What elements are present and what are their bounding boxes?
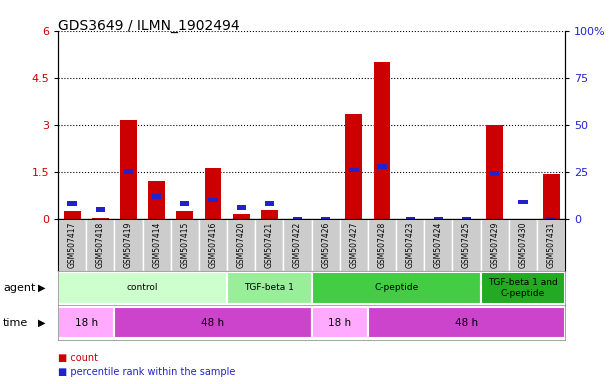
Bar	[321, 217, 331, 221]
Text: GSM507415: GSM507415	[180, 222, 189, 268]
Text: GSM507414: GSM507414	[152, 222, 161, 268]
Bar	[537, 219, 565, 271]
Text: C-peptide: C-peptide	[374, 283, 419, 293]
Bar	[368, 219, 396, 271]
Text: GSM507430: GSM507430	[518, 222, 527, 268]
Bar	[170, 219, 199, 271]
Text: 18 h: 18 h	[75, 318, 98, 328]
Bar	[293, 217, 302, 221]
Bar	[462, 217, 471, 221]
Bar	[114, 307, 312, 338]
Text: TGF-beta 1 and
C-peptide: TGF-beta 1 and C-peptide	[488, 278, 558, 298]
Text: GSM507419: GSM507419	[124, 222, 133, 268]
Bar	[96, 207, 105, 212]
Bar	[152, 194, 161, 199]
Bar	[349, 167, 359, 172]
Bar	[486, 125, 503, 219]
Bar	[518, 200, 527, 204]
Bar	[424, 219, 453, 271]
Text: 48 h: 48 h	[202, 318, 225, 328]
Bar	[58, 219, 86, 271]
Text: TGF-beta 1: TGF-beta 1	[244, 283, 295, 293]
Bar	[177, 211, 193, 219]
Bar	[86, 219, 114, 271]
Text: GSM507425: GSM507425	[462, 222, 471, 268]
Text: control: control	[127, 283, 158, 293]
Text: GSM507422: GSM507422	[293, 222, 302, 268]
Text: GSM507420: GSM507420	[236, 222, 246, 268]
Bar	[148, 181, 165, 219]
Bar	[368, 307, 565, 338]
Text: GDS3649 / ILMN_1902494: GDS3649 / ILMN_1902494	[58, 19, 240, 33]
Text: 18 h: 18 h	[328, 318, 351, 328]
Bar	[434, 217, 443, 221]
Text: GSM507416: GSM507416	[208, 222, 218, 268]
Bar	[261, 210, 278, 219]
Text: ■ percentile rank within the sample: ■ percentile rank within the sample	[58, 367, 235, 377]
Bar	[481, 273, 565, 303]
Bar	[312, 219, 340, 271]
Bar	[453, 219, 481, 271]
Text: ▶: ▶	[38, 283, 45, 293]
Bar	[64, 211, 81, 219]
Bar	[180, 202, 189, 206]
Bar	[208, 198, 218, 202]
Bar	[340, 219, 368, 271]
Bar	[120, 120, 137, 219]
Bar	[312, 307, 368, 338]
Bar	[396, 219, 424, 271]
Bar	[227, 273, 312, 303]
Text: GSM507429: GSM507429	[490, 222, 499, 268]
Bar	[58, 307, 114, 338]
Bar	[58, 273, 227, 303]
Text: time: time	[3, 318, 28, 328]
Text: GSM507426: GSM507426	[321, 222, 330, 268]
Bar	[142, 219, 170, 271]
Text: GSM507427: GSM507427	[349, 222, 359, 268]
Text: GSM507418: GSM507418	[96, 222, 105, 268]
Bar	[255, 219, 284, 271]
Bar	[378, 164, 387, 169]
Bar	[205, 168, 221, 219]
Bar	[114, 219, 142, 271]
Text: GSM507431: GSM507431	[547, 222, 555, 268]
Text: 48 h: 48 h	[455, 318, 478, 328]
Text: GSM507417: GSM507417	[68, 222, 76, 268]
Bar	[124, 169, 133, 174]
Bar	[233, 214, 250, 219]
Bar	[546, 217, 556, 221]
Bar	[373, 62, 390, 219]
Text: ■ count: ■ count	[58, 353, 98, 363]
Bar	[345, 114, 362, 219]
Bar	[236, 205, 246, 210]
Bar	[490, 171, 499, 176]
Text: GSM507428: GSM507428	[378, 222, 387, 268]
Bar	[481, 219, 509, 271]
Bar	[312, 273, 481, 303]
Text: GSM507423: GSM507423	[406, 222, 415, 268]
Text: GSM507424: GSM507424	[434, 222, 443, 268]
Text: GSM507421: GSM507421	[265, 222, 274, 268]
Text: ▶: ▶	[38, 318, 45, 328]
Bar	[406, 217, 415, 221]
Bar	[509, 219, 537, 271]
Bar	[543, 174, 560, 219]
Bar	[67, 202, 77, 206]
Bar	[199, 219, 227, 271]
Bar	[265, 202, 274, 206]
Text: agent: agent	[3, 283, 35, 293]
Bar	[284, 219, 312, 271]
Bar	[227, 219, 255, 271]
Bar	[92, 218, 109, 219]
